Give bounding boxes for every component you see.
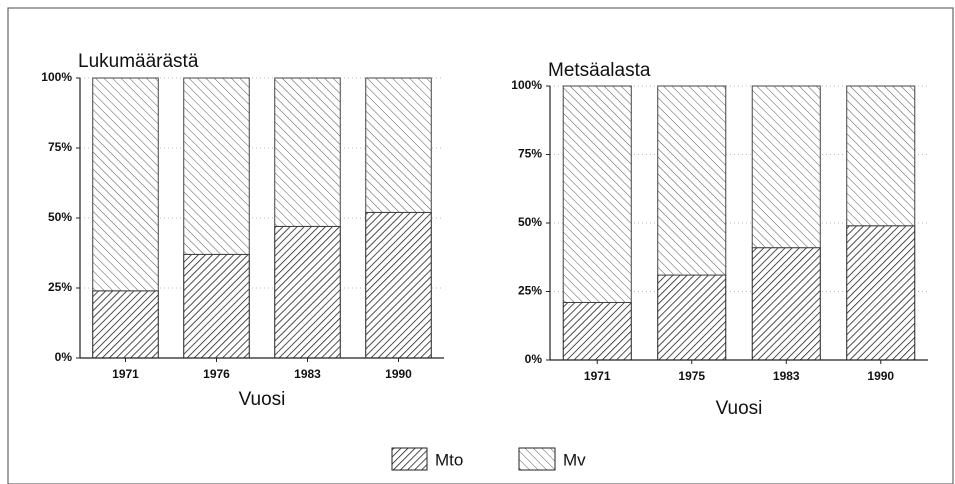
y-tick-label: 50% [518,215,542,229]
y-tick-label: 100% [511,78,542,92]
x-tick-label: 1983 [294,367,321,381]
legend-swatch [518,447,556,471]
bar-segment [365,77,432,213]
x-axis-label: Vuosi [716,398,763,419]
bar-segment [751,85,821,249]
bar-segment [562,85,632,303]
x-tick-label: 1976 [203,367,230,381]
bar-segment [657,85,727,276]
x-axis-label: Vuosi [239,389,286,410]
x-tick-label: 1990 [867,369,894,383]
bar-segment [751,247,821,361]
bar-segment [846,85,916,227]
x-tick-label: 1971 [112,367,139,381]
chart-title: Lukumäärästä [78,51,199,72]
y-tick-label: 100% [41,70,72,84]
y-tick-label: 25% [518,284,542,298]
y-tick-label: 0% [55,350,73,364]
legend-label: Mv [563,450,586,469]
frame [7,7,954,484]
y-tick-label: 75% [518,147,542,161]
bar-segment [183,253,250,359]
legend-label: Mto [435,450,463,469]
bar-segment [92,77,159,292]
bar-segment [365,211,432,359]
legend: Mto Mv [391,447,586,471]
x-tick-label: 1975 [678,369,705,383]
bar-segment [183,77,250,255]
bar-segment [274,225,341,359]
chart-title: Metsäalasta [548,60,651,81]
bar-segment [846,225,916,361]
legend-swatch [391,447,428,471]
bar-segment [562,301,632,361]
x-tick-label: 1990 [385,367,412,381]
y-tick-label: 75% [48,140,72,154]
y-tick-label: 0% [525,352,543,366]
y-tick-label: 25% [48,280,72,294]
bar-segment [92,290,159,359]
x-tick-label: 1983 [773,369,800,383]
bar-segment [657,274,727,361]
bar-segment [274,77,341,227]
y-tick-label: 50% [48,210,72,224]
x-tick-label: 1971 [584,369,611,383]
